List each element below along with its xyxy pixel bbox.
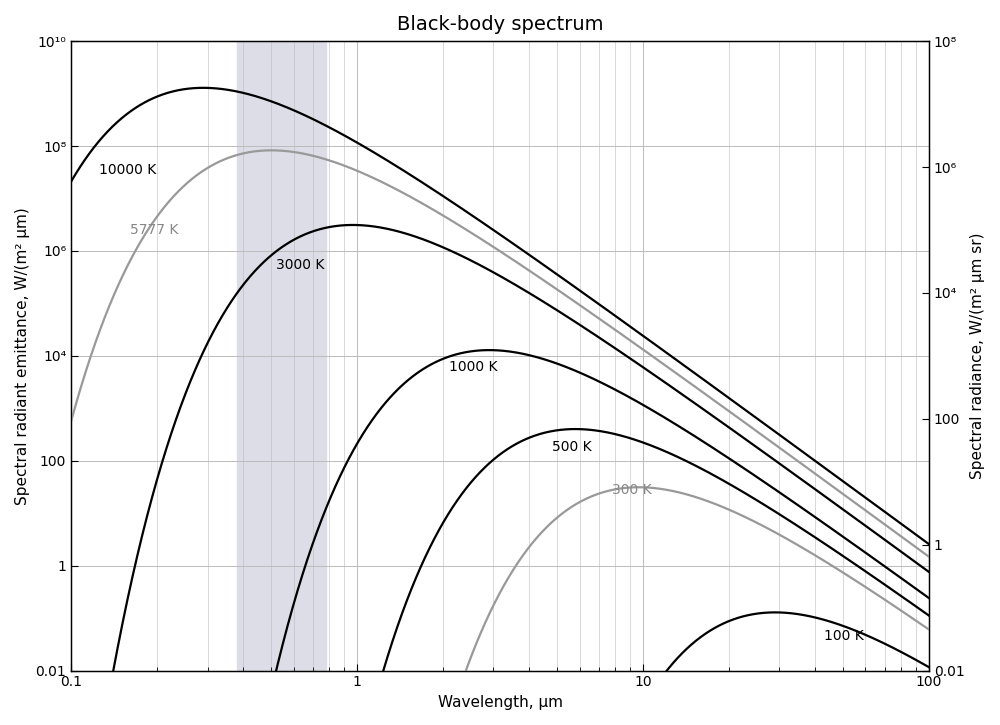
Text: 1000 K: 1000 K: [449, 360, 498, 375]
Title: Black-body spectrum: Black-body spectrum: [397, 15, 603, 34]
Text: 300 K: 300 K: [612, 483, 652, 497]
X-axis label: Wavelength, μm: Wavelength, μm: [438, 695, 562, 710]
Text: 3000 K: 3000 K: [276, 257, 324, 272]
Bar: [237, 41, 326, 671]
Y-axis label: Spectral radiant emittance, W/(m² μm): Spectral radiant emittance, W/(m² μm): [15, 207, 30, 505]
Text: 500 K: 500 K: [552, 440, 591, 455]
Y-axis label: Spectral radiance, W/(m² μm sr): Spectral radiance, W/(m² μm sr): [970, 233, 985, 479]
Text: 5777 K: 5777 K: [130, 223, 178, 237]
Text: 100 K: 100 K: [824, 629, 864, 643]
Text: 10000 K: 10000 K: [99, 163, 156, 177]
